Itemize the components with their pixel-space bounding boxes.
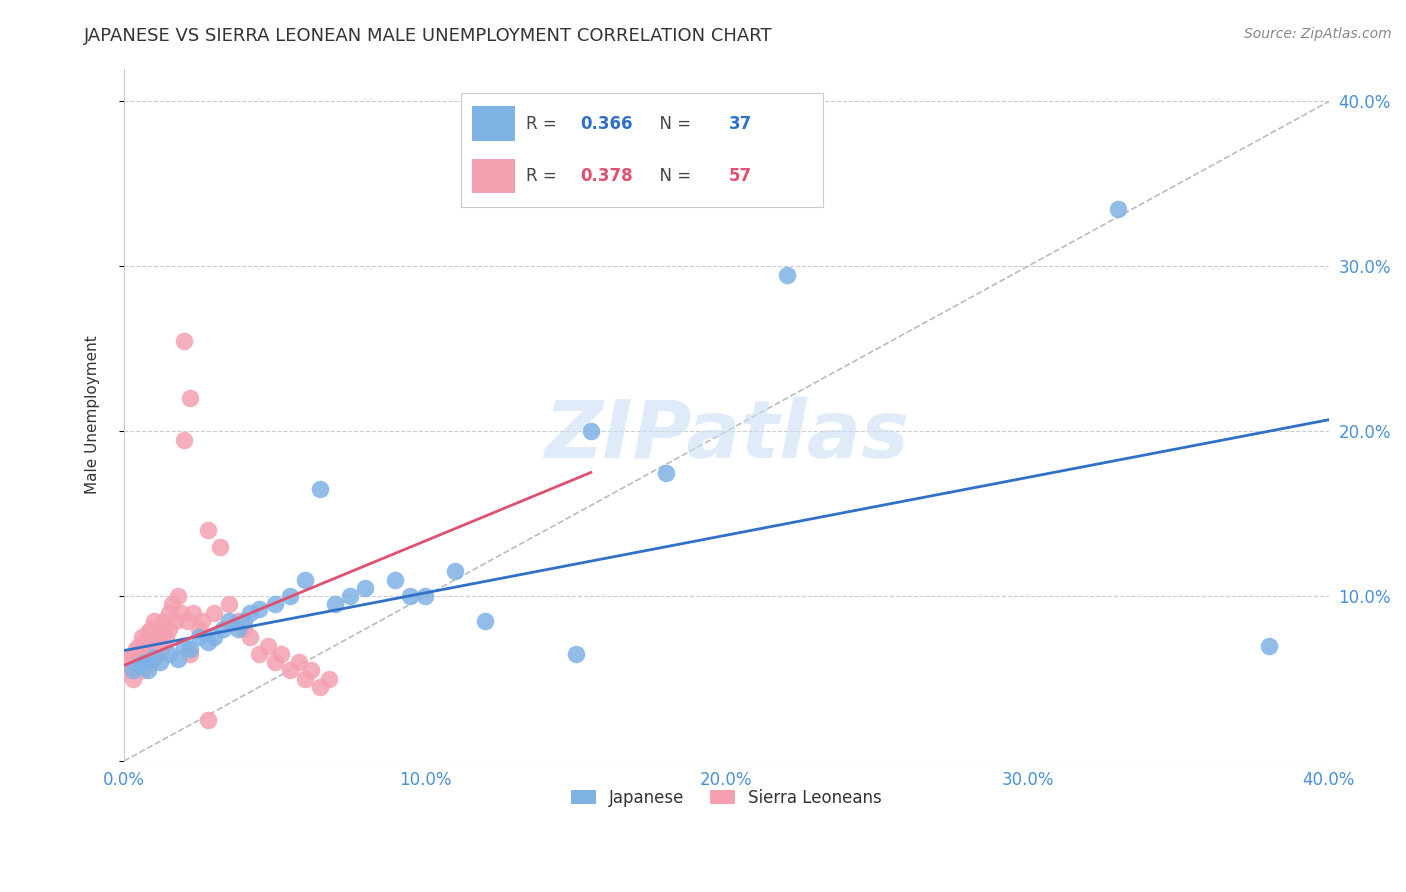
Point xyxy=(228,622,250,636)
Point xyxy=(125,658,148,673)
Point xyxy=(179,392,201,406)
Point xyxy=(149,622,172,636)
Point xyxy=(209,540,232,554)
Point xyxy=(197,635,219,649)
Point xyxy=(474,614,496,628)
Point xyxy=(128,655,150,669)
Point xyxy=(191,614,214,628)
Point xyxy=(157,647,180,661)
Text: JAPANESE VS SIERRA LEONEAN MALE UNEMPLOYMENT CORRELATION CHART: JAPANESE VS SIERRA LEONEAN MALE UNEMPLOY… xyxy=(84,27,773,45)
Point xyxy=(257,639,280,653)
Point xyxy=(173,334,195,348)
Point xyxy=(122,672,145,686)
Point xyxy=(233,614,256,628)
Point xyxy=(202,631,225,645)
Point xyxy=(134,655,156,669)
Point xyxy=(270,647,292,661)
Point xyxy=(413,589,436,603)
Point xyxy=(1107,202,1129,216)
Point xyxy=(294,573,316,587)
Point xyxy=(143,614,166,628)
Point xyxy=(181,606,204,620)
Point xyxy=(399,589,422,603)
Text: Source: ZipAtlas.com: Source: ZipAtlas.com xyxy=(1244,27,1392,41)
Point xyxy=(444,565,467,579)
Point xyxy=(218,598,240,612)
Point xyxy=(318,672,340,686)
Point xyxy=(157,606,180,620)
Point xyxy=(339,589,361,603)
Legend: Japanese, Sierra Leoneans: Japanese, Sierra Leoneans xyxy=(562,780,890,815)
Point xyxy=(564,647,586,661)
Point xyxy=(170,606,193,620)
Point xyxy=(139,622,162,636)
Point xyxy=(655,466,678,480)
Point xyxy=(139,655,162,669)
Point xyxy=(188,631,211,645)
Point xyxy=(149,655,172,669)
Point xyxy=(212,622,235,636)
Point xyxy=(239,606,262,620)
Y-axis label: Male Unemployment: Male Unemployment xyxy=(86,335,100,494)
Point xyxy=(384,573,406,587)
Point xyxy=(1257,639,1279,653)
Point xyxy=(165,614,187,628)
Point xyxy=(128,639,150,653)
Point xyxy=(249,647,271,661)
Point xyxy=(287,655,309,669)
Point xyxy=(775,268,797,282)
Point xyxy=(299,664,322,678)
Point xyxy=(122,647,145,661)
Point xyxy=(155,631,177,645)
Point xyxy=(354,581,377,595)
Point xyxy=(308,482,330,496)
Point xyxy=(278,589,301,603)
Point xyxy=(249,602,271,616)
Point xyxy=(131,664,153,678)
Point xyxy=(188,622,211,636)
Point xyxy=(122,664,145,678)
Point xyxy=(134,635,156,649)
Point xyxy=(263,598,285,612)
Point xyxy=(176,614,198,628)
Point xyxy=(157,622,180,636)
Point xyxy=(263,655,285,669)
Point xyxy=(179,642,201,657)
Point xyxy=(323,598,346,612)
Point xyxy=(143,650,166,665)
Point xyxy=(228,614,250,628)
Point xyxy=(136,625,159,640)
Point xyxy=(152,639,174,653)
Point xyxy=(136,664,159,678)
Point xyxy=(218,614,240,628)
Point xyxy=(239,631,262,645)
Point xyxy=(179,647,201,661)
Text: ZIPatlas: ZIPatlas xyxy=(544,397,908,475)
Point xyxy=(233,622,256,636)
Point xyxy=(118,652,141,666)
Point xyxy=(308,680,330,694)
Point xyxy=(143,639,166,653)
Point xyxy=(136,642,159,657)
Point xyxy=(202,606,225,620)
Point xyxy=(579,425,602,439)
Point xyxy=(149,647,172,661)
Point xyxy=(173,639,195,653)
Point xyxy=(134,647,156,661)
Point xyxy=(118,664,141,678)
Point xyxy=(160,598,183,612)
Point xyxy=(128,658,150,673)
Point xyxy=(294,672,316,686)
Point xyxy=(146,631,169,645)
Point xyxy=(167,652,190,666)
Point xyxy=(152,614,174,628)
Point xyxy=(173,433,195,447)
Point xyxy=(115,658,138,673)
Point xyxy=(125,642,148,657)
Point xyxy=(167,589,190,603)
Point xyxy=(278,664,301,678)
Point xyxy=(197,713,219,727)
Point xyxy=(197,523,219,537)
Point xyxy=(131,631,153,645)
